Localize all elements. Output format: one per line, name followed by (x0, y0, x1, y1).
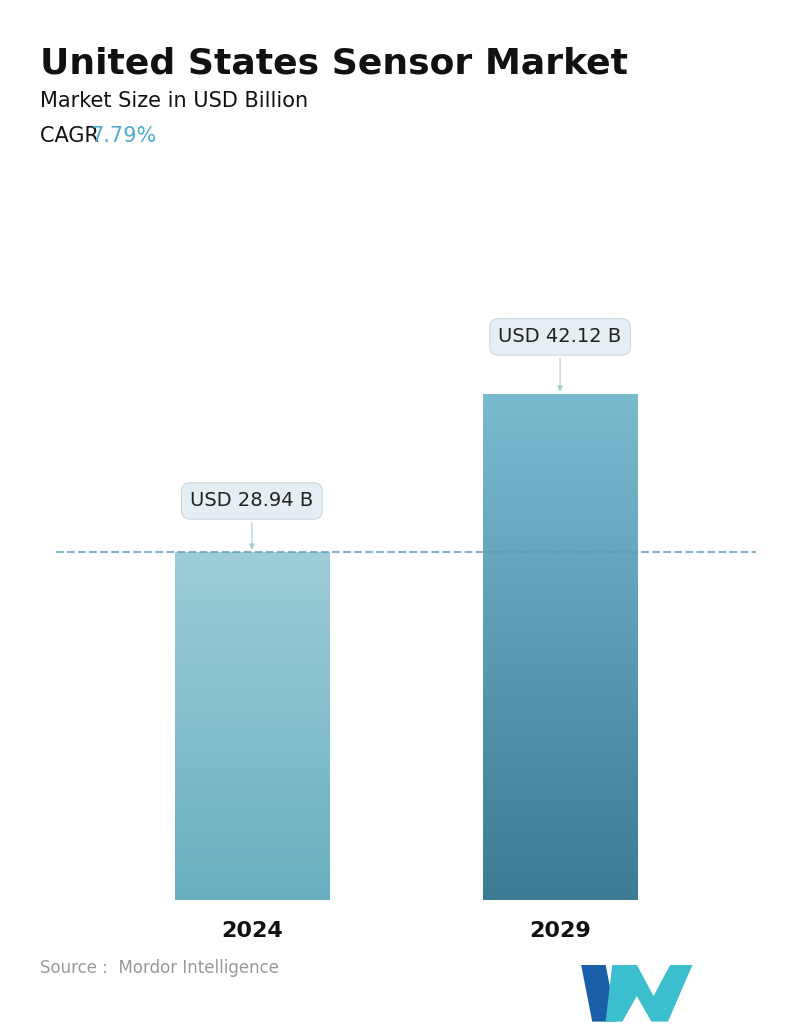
Text: Source :  Mordor Intelligence: Source : Mordor Intelligence (40, 960, 279, 977)
Text: CAGR: CAGR (40, 126, 105, 146)
Text: USD 42.12 B: USD 42.12 B (498, 328, 622, 391)
Text: United States Sensor Market: United States Sensor Market (40, 47, 628, 81)
Text: Market Size in USD Billion: Market Size in USD Billion (40, 91, 308, 111)
Text: USD 28.94 B: USD 28.94 B (190, 491, 314, 548)
Text: 7.79%: 7.79% (90, 126, 156, 146)
